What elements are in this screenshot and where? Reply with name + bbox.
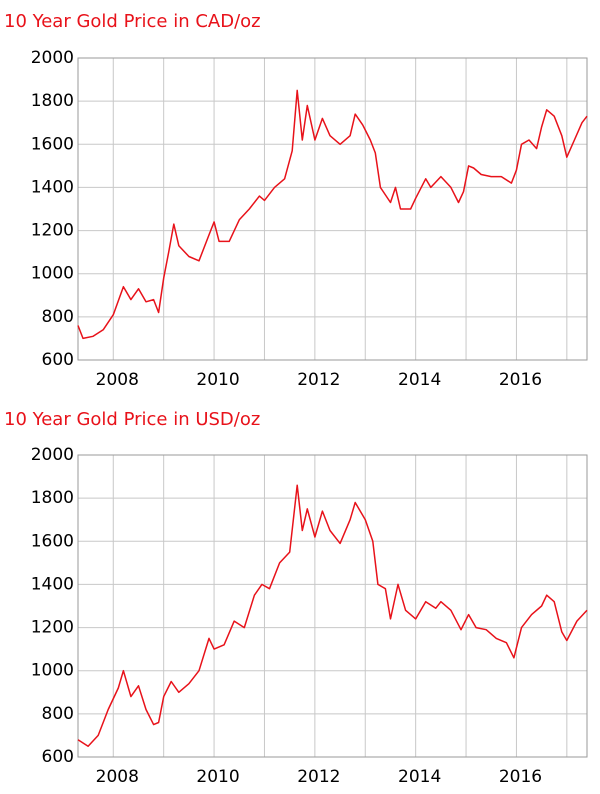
x-tick-label: 2012 xyxy=(297,767,340,787)
y-tick-label: 1800 xyxy=(31,488,74,508)
x-tick-label: 2008 xyxy=(96,370,139,390)
y-tick-label: 2000 xyxy=(31,48,74,68)
x-tick-label: 2010 xyxy=(196,370,239,390)
x-tick-label: 2012 xyxy=(297,370,340,390)
x-tick-label: 2008 xyxy=(96,767,139,787)
y-tick-label: 1800 xyxy=(31,91,74,111)
y-tick-label: 1000 xyxy=(31,264,74,284)
chart-title: 10 Year Gold Price in CAD/oz xyxy=(4,11,261,32)
price-line xyxy=(77,484,588,747)
y-tick-label: 1200 xyxy=(31,618,74,638)
y-tick-label: 1200 xyxy=(31,221,74,241)
y-tick-label: 1400 xyxy=(31,177,74,197)
y-tick-label: 800 xyxy=(42,307,74,327)
y-tick-label: 800 xyxy=(42,704,74,724)
y-tick-label: 1400 xyxy=(31,574,74,594)
price-line xyxy=(77,89,588,340)
y-tick-label: 600 xyxy=(42,350,74,370)
x-tick-label: 2014 xyxy=(398,767,441,787)
x-tick-label: 2016 xyxy=(499,370,542,390)
plot-frame xyxy=(77,57,588,361)
chart-title: 10 Year Gold Price in USD/oz xyxy=(4,409,260,430)
x-tick-label: 2016 xyxy=(499,767,542,787)
y-tick-label: 1600 xyxy=(31,134,74,154)
y-tick-label: 2000 xyxy=(31,445,74,465)
y-tick-label: 1000 xyxy=(31,661,74,681)
y-tick-label: 1600 xyxy=(31,531,74,551)
x-tick-label: 2010 xyxy=(196,767,239,787)
x-tick-label: 2014 xyxy=(398,370,441,390)
y-tick-label: 600 xyxy=(42,747,74,767)
plot-frame xyxy=(77,454,588,758)
